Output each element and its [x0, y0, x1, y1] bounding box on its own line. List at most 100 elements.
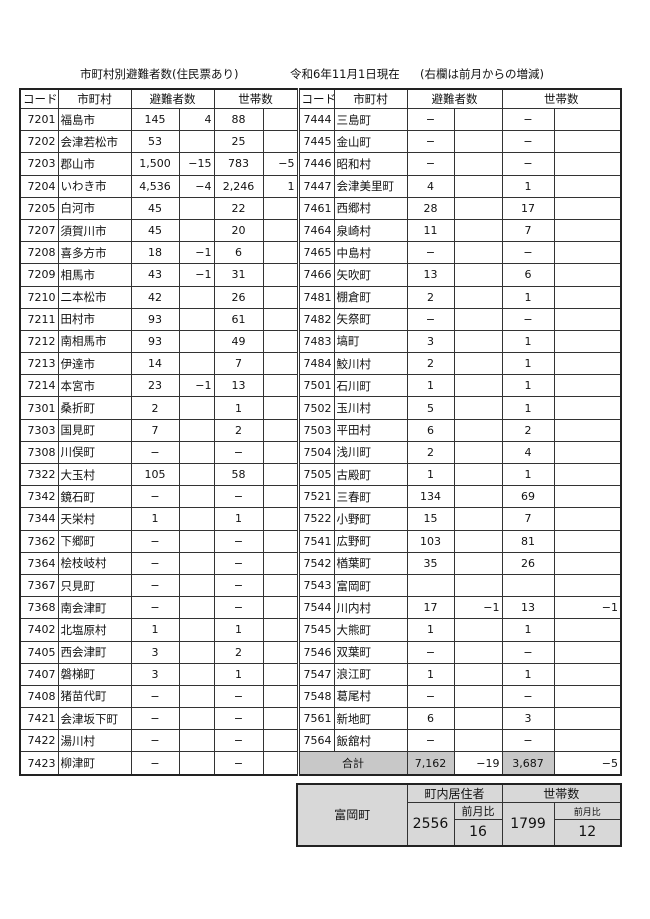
cell-name: 鏡石町 — [57, 485, 132, 509]
cell-households: 6 — [213, 241, 264, 265]
cell-evacuees-diff — [178, 352, 215, 376]
cell-evacuees-diff — [453, 329, 503, 354]
cell-evacuees-diff: −15 — [178, 152, 215, 176]
cell-evacuees-diff — [178, 307, 215, 331]
cell-households-diff — [553, 329, 622, 354]
cell-name: 三春町 — [333, 485, 408, 509]
cell-households-diff — [553, 618, 622, 642]
households-value: 1799 — [501, 802, 555, 846]
cell-evacuees-diff — [453, 729, 503, 753]
cell-households-diff — [553, 684, 622, 709]
cell-evacuees: − — [406, 729, 455, 753]
cell-code: 7484 — [296, 352, 335, 376]
cell-name: 下郷町 — [57, 529, 132, 553]
cell-households-diff — [262, 374, 299, 398]
cell-households-diff — [262, 263, 299, 287]
cell-code: 7308 — [19, 440, 59, 465]
cell-evacuees: 145 — [130, 107, 180, 132]
cell-evacuees-diff — [453, 573, 503, 598]
cell-code: 7465 — [296, 241, 335, 265]
table-row: 7423 柳津町 − − 合計 7,162 −19 3,687 −5 — [19, 751, 622, 776]
cell-code: 7204 — [19, 174, 59, 198]
cell-households-diff — [262, 107, 299, 132]
cell-evacuees-diff — [178, 729, 215, 753]
cell-name: 玉川村 — [333, 396, 408, 420]
cell-code: 7503 — [296, 418, 335, 442]
cell-evacuees: − — [130, 573, 180, 598]
cell-evacuees: 3 — [130, 640, 180, 664]
cell-name: 本宮市 — [57, 374, 132, 398]
cell-code: 7364 — [19, 551, 59, 575]
cell-households-diff — [553, 529, 622, 553]
cell-evacuees: − — [130, 729, 180, 753]
cell-evacuees-diff: −1 — [178, 374, 215, 398]
cell-households-diff — [262, 418, 299, 442]
cell-evacuees-diff — [178, 640, 215, 664]
cell-code: 7301 — [19, 396, 59, 420]
cell-households: 1 — [213, 618, 264, 642]
cell-households-diff — [553, 418, 622, 442]
cell-evacuees: 1 — [130, 618, 180, 642]
cell-code: 7447 — [296, 174, 335, 198]
cell-name: 富岡町 — [333, 573, 408, 598]
cell-evacuees: 2 — [406, 440, 455, 465]
cell-name: 三島町 — [333, 107, 408, 132]
cell-evacuees: − — [130, 596, 180, 620]
cell-households-diff — [262, 662, 299, 686]
cell-households: 1 — [501, 285, 555, 309]
cell-evacuees-diff: 4 — [178, 107, 215, 132]
cell-evacuees: − — [406, 307, 455, 331]
cell-households: − — [501, 130, 555, 154]
cell-name: 西郷村 — [333, 196, 408, 220]
summary-town: 富岡町 — [296, 783, 408, 846]
cell-households-diff — [262, 485, 299, 509]
cell-name: 会津若松市 — [57, 130, 132, 154]
cell-evacuees: − — [130, 485, 180, 509]
cell-code: 7367 — [19, 573, 59, 598]
cell-evacuees: 1 — [406, 662, 455, 686]
cell-name: 小野町 — [333, 507, 408, 531]
cell-evacuees: 13 — [406, 263, 455, 287]
cell-evacuees-diff — [453, 684, 503, 709]
cell-code: 7423 — [19, 751, 59, 776]
cell-name: 楢葉町 — [333, 551, 408, 575]
cell-code: 7368 — [19, 596, 59, 620]
cell-name: 棚倉町 — [333, 285, 408, 309]
households-label: 世帯数 — [501, 783, 622, 803]
cell-name: 喜多方市 — [57, 241, 132, 265]
cell-households-diff — [553, 485, 622, 509]
cell-code: 7214 — [19, 374, 59, 398]
document-title: 市町村別避難者数(住民票あり) — [80, 67, 239, 81]
cell-name: 大熊町 — [333, 618, 408, 642]
table-row: 7364 桧枝岐村 − −7542 楢葉町 35 26 — [19, 551, 622, 575]
cell-evacuees-diff — [178, 130, 215, 154]
cell-evacuees: − — [130, 551, 180, 575]
cell-households-diff — [262, 684, 299, 709]
cell-households-diff — [553, 729, 622, 753]
cell-name: 川内村 — [333, 596, 408, 620]
cell-evacuees: 28 — [406, 196, 455, 220]
table-row: 7213 伊達市 14 7 7484 鮫川村 2 1 — [19, 352, 622, 376]
cell-evacuees-diff — [453, 152, 503, 176]
cell-households: 20 — [213, 218, 264, 243]
cell-name: 郡山市 — [57, 152, 132, 176]
cell-name: 新地町 — [333, 707, 408, 731]
cell-households: 13 — [501, 596, 555, 620]
cell-code: 7541 — [296, 529, 335, 553]
cell-name: 広野町 — [333, 529, 408, 553]
cell-evacuees-diff — [453, 241, 503, 265]
table-row: 7210 二本松市 42 26 7481 棚倉町 2 1 — [19, 285, 622, 309]
residents-diff: 16 — [453, 819, 503, 846]
cell-code: 7203 — [19, 152, 59, 176]
cell-code: 7205 — [19, 196, 59, 220]
cell-households: − — [213, 440, 264, 465]
cell-evacuees-diff — [453, 130, 503, 154]
cell-evacuees-diff — [178, 196, 215, 220]
cell-evacuees-diff — [453, 174, 503, 198]
cell-households: − — [213, 751, 264, 776]
cell-evacuees: 17 — [406, 596, 455, 620]
cell-name: 北塩原村 — [57, 618, 132, 642]
total-label: 合計 — [296, 751, 408, 776]
cell-evacuees-diff — [178, 551, 215, 575]
cell-code: 7202 — [19, 130, 59, 154]
